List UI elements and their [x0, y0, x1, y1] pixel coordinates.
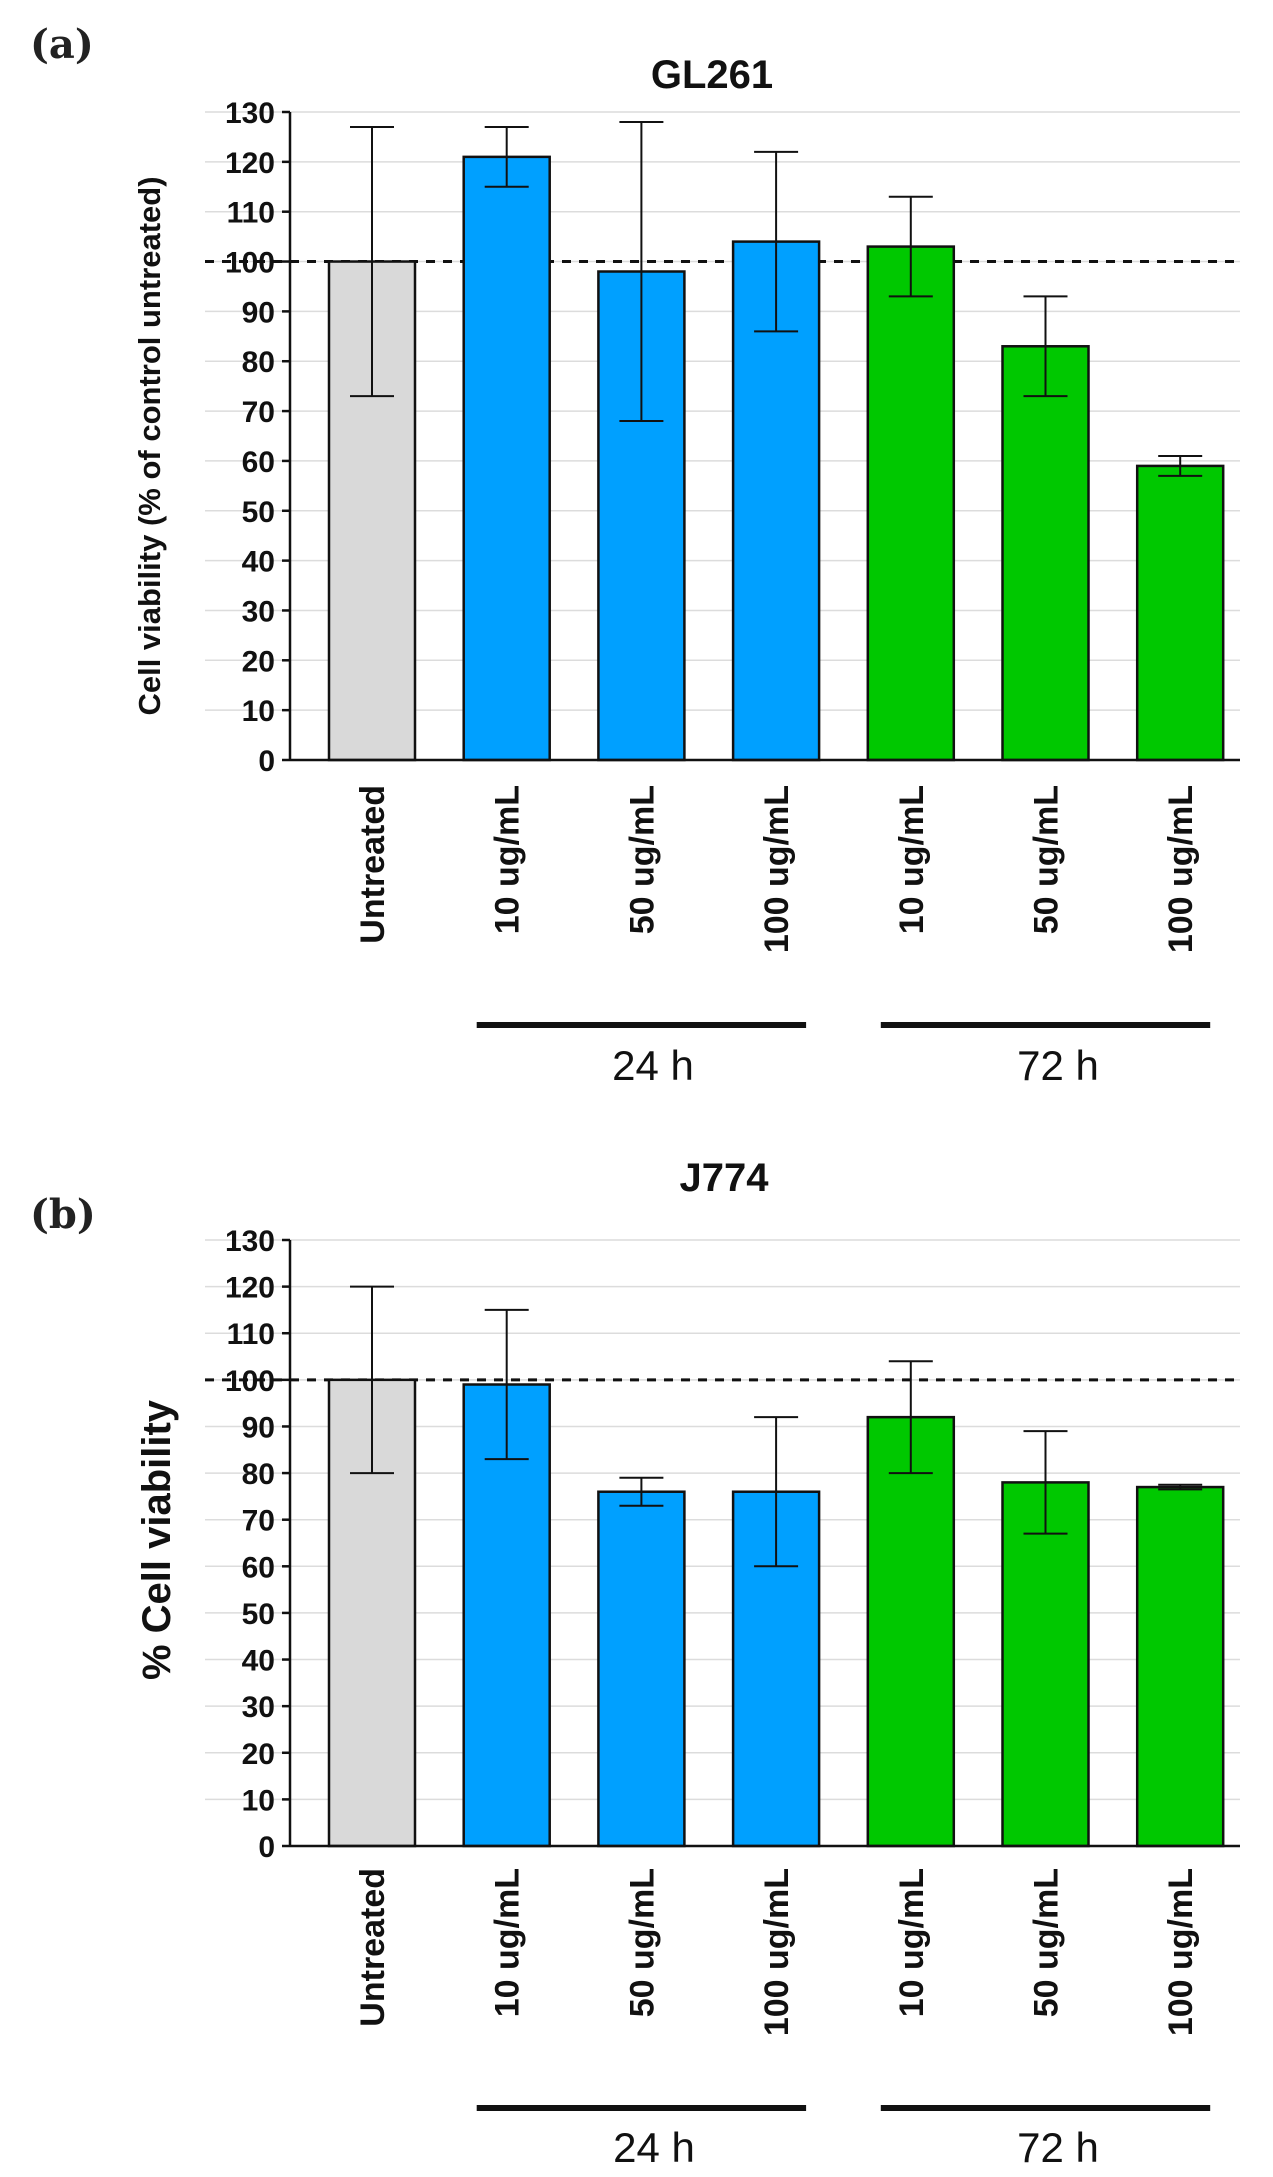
x-tick-label: 10 ug/mL [489, 1868, 527, 2017]
group-label-72h-b: 72 h [1017, 2124, 1099, 2171]
y-tick-label: 20 [242, 1738, 275, 1771]
x-tick-label: 50 ug/mL [1028, 785, 1066, 934]
panel-label-b: (b) [30, 1191, 96, 1238]
y-tick-label: 70 [242, 1505, 275, 1538]
x-tick-label: 10 ug/mL [893, 785, 931, 934]
y-tick-label: 110 [227, 197, 275, 230]
y-tick-label: 70 [242, 396, 275, 429]
y-tick-label: 130 [225, 97, 275, 130]
y-tick-label: 40 [242, 546, 275, 579]
x-tick-label: 50 ug/mL [1028, 1868, 1066, 2017]
group-label-24h-a: 24 h [612, 1042, 694, 1089]
x-tick-label: 10 ug/mL [489, 785, 527, 934]
y-tick-label: 20 [242, 645, 275, 678]
bar [462, 155, 551, 762]
y-tick-label: 120 [225, 1272, 275, 1305]
bar [1135, 1485, 1225, 1848]
x-tick-label: 100 ug/mL [1162, 1868, 1200, 2036]
x-tick-label: Untreated [354, 785, 392, 944]
y-axis-label-a: Cell viability (% of control untreated) [132, 176, 167, 715]
bar [597, 1490, 686, 1848]
y-tick-label: 90 [242, 296, 275, 329]
group-label-72h-a: 72 h [1017, 1042, 1099, 1089]
y-tick-label: 30 [242, 595, 275, 628]
bar [1135, 464, 1225, 762]
x-tick-label: Untreated [354, 1868, 392, 2027]
panel-label-a: (a) [30, 21, 94, 68]
y-tick-label: 30 [242, 1691, 275, 1724]
bar [866, 1415, 956, 1848]
y-tick-label: 0 [258, 745, 275, 778]
x-tick-label: 50 ug/mL [623, 785, 661, 934]
x-tick-label: 50 ug/mL [623, 1868, 661, 2017]
bar [1001, 345, 1090, 762]
y-tick-label: 100 [225, 1365, 275, 1398]
y-tick-label: 10 [242, 695, 275, 728]
x-tick-label: 100 ug/mL [758, 785, 796, 953]
plot-area-a: 0 10 20 30 40 50 60 70 80 90 100 110 120 130 Untreated… [205, 97, 1240, 1028]
group-label-24h-b: 24 h [613, 2124, 695, 2171]
y-tick-label: 0 [258, 1831, 275, 1864]
y-tick-label: 90 [242, 1411, 275, 1444]
bar [462, 1383, 551, 1848]
bar [1001, 1481, 1090, 1848]
y-axis-label-b: % Cell viability [135, 1399, 179, 1680]
y-tick-label: 10 [242, 1784, 275, 1817]
y-tick-label: 60 [242, 446, 275, 479]
bar [866, 245, 956, 762]
plot-area-b: 0 10 20 30 40 50 60 70 80 90 100 110 120 130 Untreated… [205, 1225, 1240, 2111]
y-tick-label: 110 [227, 1318, 275, 1351]
chart-panel-a: (a) GL261 Cell viability (% of control u… [30, 21, 1240, 1089]
y-tick-label: 60 [242, 1551, 275, 1584]
x-tick-label: 100 ug/mL [758, 1868, 796, 2036]
chart-title-a: GL261 [651, 53, 773, 97]
chart-panel-b: (b) J774 % Cell viability 0 10 20 30 40 50 60 7… [30, 1156, 1240, 2171]
y-tick-label: 130 [225, 1225, 275, 1258]
y-tick-label: 120 [225, 147, 275, 180]
y-tick-label: 80 [242, 1458, 275, 1491]
y-tick-label: 80 [242, 346, 275, 379]
y-tick-label: 40 [242, 1645, 275, 1678]
y-tick-label: 50 [242, 1598, 275, 1631]
x-tick-label: 100 ug/mL [1162, 785, 1200, 953]
y-tick-label: 100 [225, 247, 275, 280]
y-tick-label: 50 [242, 496, 275, 529]
x-tick-label: 10 ug/mL [893, 1868, 931, 2017]
chart-title-b: J774 [680, 1156, 770, 1200]
